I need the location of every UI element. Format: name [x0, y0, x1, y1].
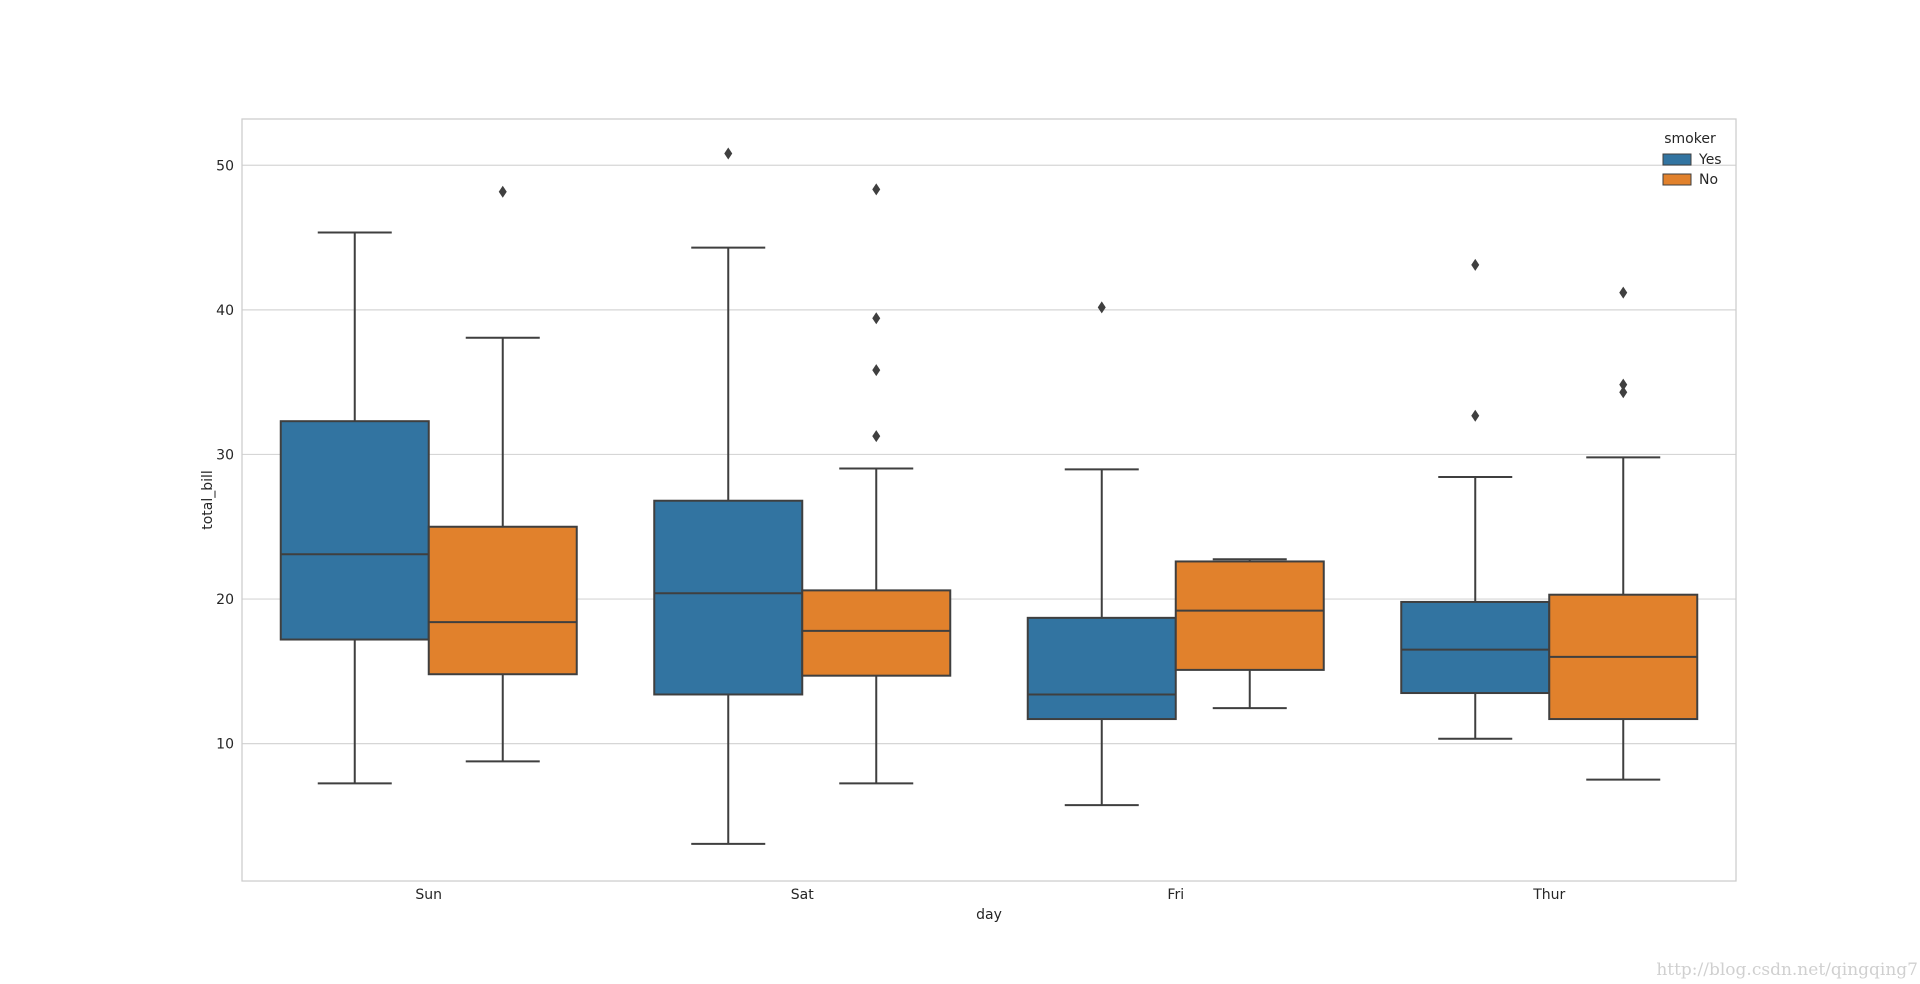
y-tick-label: 50	[216, 158, 234, 174]
outlier-point	[872, 364, 881, 377]
box-group	[427, 185, 578, 763]
box-no[interactable]	[801, 589, 952, 677]
legend-label-yes: Yes	[1698, 152, 1722, 168]
x-tick-label: Sat	[791, 887, 814, 903]
x-tick-label: Sun	[415, 887, 442, 903]
legend-label-no: No	[1699, 172, 1718, 188]
x-tick-label: Thur	[1532, 887, 1565, 903]
box-group	[1548, 286, 1699, 781]
legend[interactable]: smoker Yes No	[1662, 131, 1722, 188]
box-layer	[279, 147, 1699, 845]
outlier-point	[498, 185, 507, 198]
legend-title: smoker	[1664, 131, 1716, 147]
y-axis-title: total_bill	[200, 470, 216, 530]
y-tick-label: 30	[216, 447, 234, 463]
watermark: http://blog.csdn.net/qingqing7	[1656, 960, 1918, 980]
box-group	[1174, 558, 1325, 710]
box-group	[1026, 301, 1177, 807]
y-tick-label: 20	[216, 592, 234, 608]
box-no[interactable]	[1174, 560, 1325, 671]
outlier-point	[724, 147, 733, 160]
y-tick-label: 40	[216, 303, 234, 319]
x-axis-title: day	[976, 907, 1002, 923]
legend-swatch-no	[1662, 173, 1692, 186]
box-group	[801, 183, 952, 785]
outlier-point	[1619, 378, 1628, 391]
y-tick-label: 10	[216, 737, 234, 753]
outlier-point	[872, 312, 881, 325]
box-yes[interactable]	[1400, 600, 1551, 695]
outlier-point	[1619, 286, 1628, 299]
outlier-point	[872, 430, 881, 443]
plot-frame	[241, 118, 1737, 882]
x-tick-label: Fri	[1167, 887, 1184, 903]
box-group	[1400, 258, 1551, 740]
outlier-point	[1097, 301, 1106, 314]
box-group	[279, 231, 430, 785]
tick-labels: 10 20 30 40 50 Sun Sat Fri Thur	[216, 158, 1565, 903]
outlier-point	[1471, 409, 1480, 422]
box-yes[interactable]	[279, 420, 430, 641]
box-yes[interactable]	[1026, 616, 1177, 721]
outlier-point	[1471, 258, 1480, 271]
legend-swatch-yes	[1662, 153, 1692, 166]
box-yes[interactable]	[653, 499, 804, 696]
box-group	[653, 147, 804, 845]
box-no[interactable]	[427, 525, 578, 676]
outlier-point	[872, 183, 881, 196]
outlier-point	[1619, 386, 1628, 399]
